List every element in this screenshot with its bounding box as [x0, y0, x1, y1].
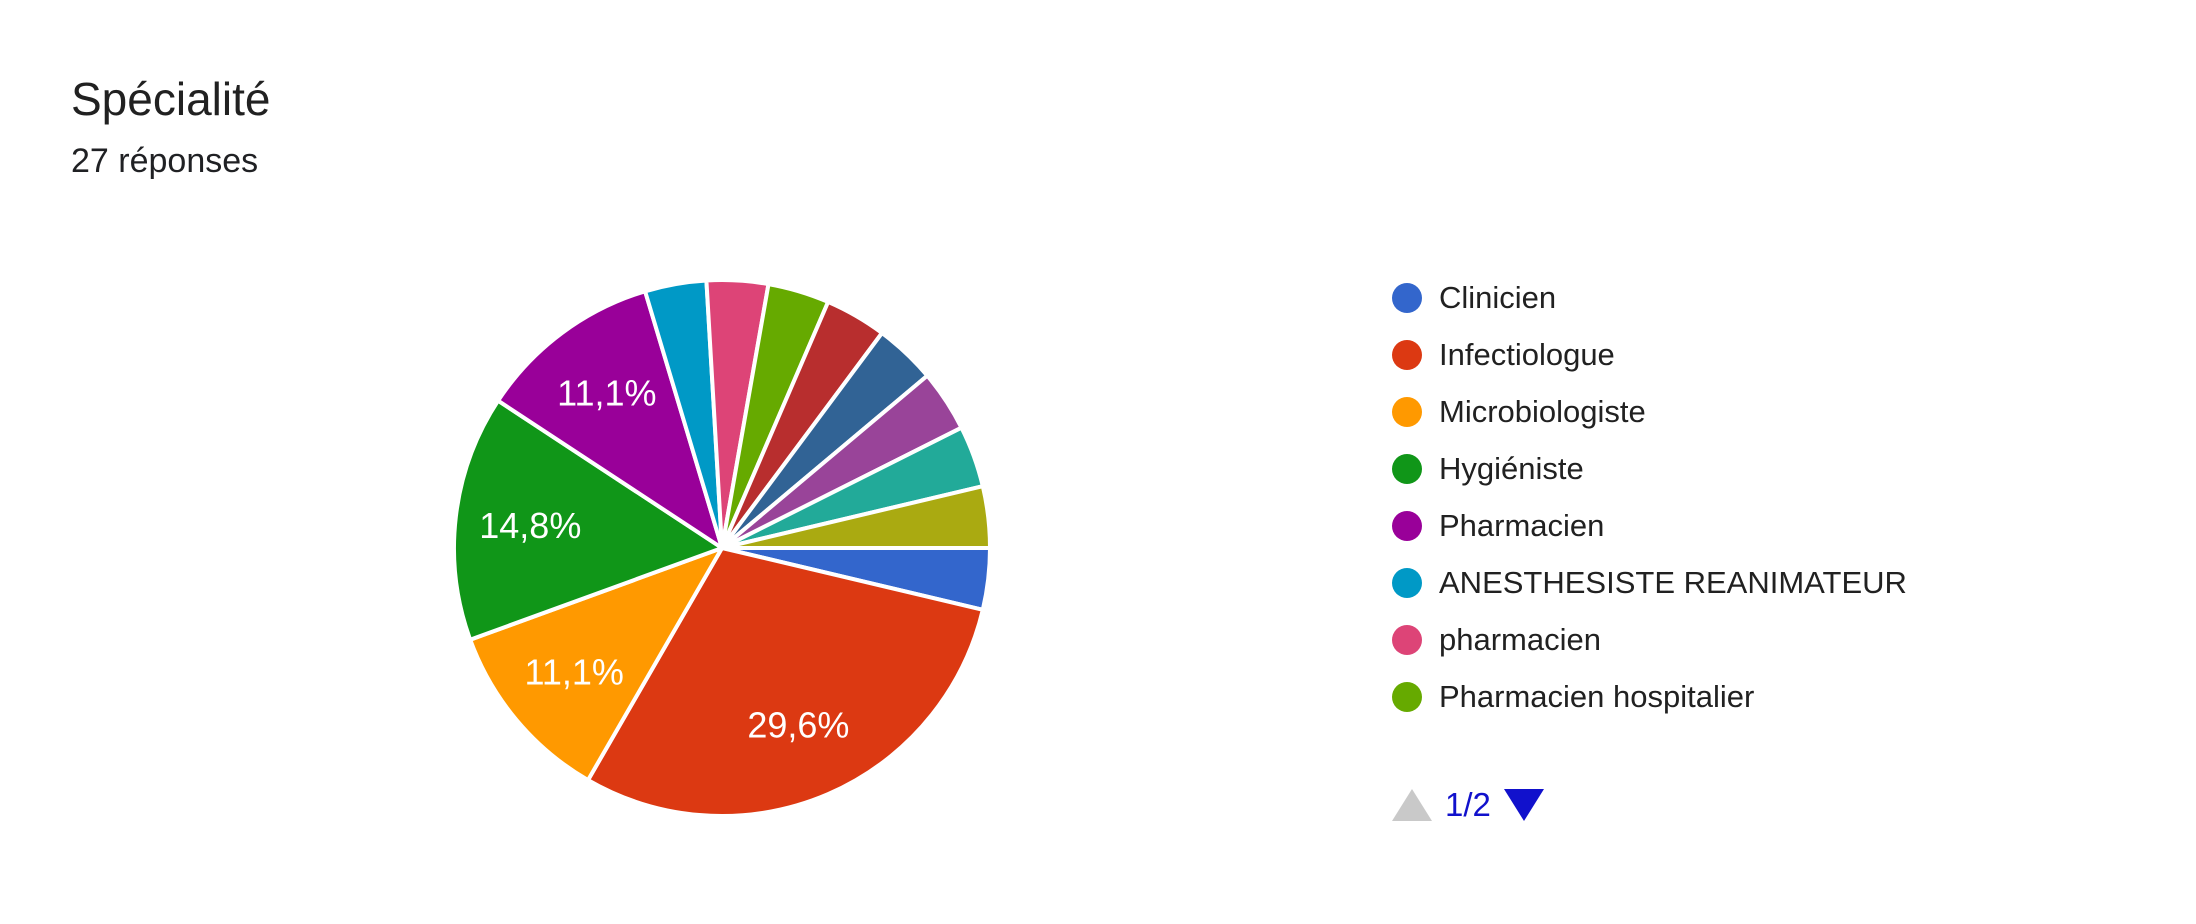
- legend-color-dot: [1392, 567, 1422, 598]
- legend-item: ANESTHESISTE REANIMATEUR: [1392, 554, 1907, 611]
- pie-slice-category-13[interactable]: [720, 484, 993, 550]
- legend-item: pharmacien: [1392, 611, 1907, 668]
- legend-color-dot: [1392, 282, 1422, 313]
- legend-item: Microbiologiste: [1392, 383, 1907, 440]
- legend-item-label: Pharmacien hospitalier: [1439, 678, 1755, 714]
- pie-slice-microbiologiste[interactable]: [468, 546, 724, 783]
- legend-item: Pharmacien: [1392, 497, 1907, 554]
- legend-item-label: Microbiologiste: [1439, 393, 1646, 429]
- slice-percent-label: 14,8%: [479, 505, 581, 546]
- legend-item-label: Clinicien: [1439, 279, 1557, 315]
- legend-color-dot: [1392, 624, 1422, 655]
- legend-color-dot: [1392, 453, 1422, 484]
- legend-color-dot: [1392, 510, 1422, 541]
- legend-pager: 1/2: [1392, 786, 1544, 824]
- legend-item: Pharmacien hospitalier: [1392, 668, 1907, 725]
- slice-percent-label: 11,1%: [524, 652, 623, 693]
- chart-legend: Clinicien Infectiologue Microbiologiste Hyg…: [1392, 269, 1907, 725]
- legend-item: Infectiologue: [1392, 326, 1907, 383]
- legend-item-label: Hygiéniste: [1439, 450, 1584, 486]
- legend-color-dot: [1392, 339, 1422, 370]
- pie-slice-hygiéniste[interactable]: [452, 398, 724, 642]
- question-title: Spécialité: [71, 73, 271, 125]
- slice-percent-label: 29,6%: [747, 705, 849, 746]
- pie-slice-pharmacien[interactable]: [496, 289, 724, 550]
- legend-color-dot: [1392, 681, 1422, 712]
- slice-percent-label: 11,1%: [557, 373, 656, 414]
- legend-color-dot: [1392, 396, 1422, 427]
- legend-item: Clinicien: [1392, 269, 1907, 326]
- pager-page-indicator: 1/2: [1445, 786, 1491, 823]
- legend-item-label: Pharmacien: [1439, 507, 1605, 543]
- legend-item: Hygiéniste: [1392, 440, 1907, 497]
- response-count: 27 réponses: [71, 142, 259, 180]
- pager-down-icon[interactable]: [1503, 789, 1544, 821]
- pie-slice-infectiologue[interactable]: [586, 546, 985, 818]
- legend-item-label: ANESTHESISTE REANIMATEUR: [1439, 564, 1907, 600]
- legend-item-label: Infectiologue: [1439, 336, 1615, 372]
- legend-item-label: pharmacien: [1439, 621, 1601, 657]
- pager-up-icon[interactable]: [1392, 789, 1432, 821]
